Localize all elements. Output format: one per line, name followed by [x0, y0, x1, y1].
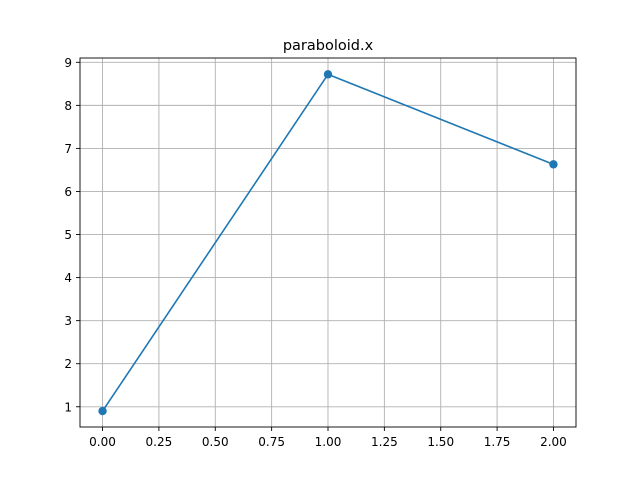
chart-title: paraboloid.x [283, 38, 374, 54]
y-tick-label: 1 [64, 400, 72, 414]
x-tick-label: 1.00 [315, 435, 342, 449]
y-tick-label: 8 [64, 99, 72, 113]
y-tick-label: 7 [64, 142, 72, 156]
x-tick-label: 1.50 [427, 435, 454, 449]
x-tick-label: 2.00 [540, 435, 567, 449]
y-tick-label: 3 [64, 314, 72, 328]
data-point [549, 160, 558, 169]
y-tick-label: 2 [64, 357, 72, 371]
x-tick-label: 0.25 [146, 435, 173, 449]
x-tick-label: 0.00 [89, 435, 116, 449]
series [98, 70, 558, 416]
y-tick-label: 9 [64, 56, 72, 70]
y-tick-label: 6 [64, 185, 72, 199]
x-tick-label: 1.25 [371, 435, 398, 449]
y-tick-label: 4 [64, 271, 72, 285]
x-tick-label: 1.75 [484, 435, 511, 449]
axis-ticks: 0.00 0.25 0.50 0.75 1.00 1.25 1.50 1.75 2.00 1 2 3 4… [64, 56, 566, 449]
grid-lines [80, 58, 576, 427]
y-tick-label: 5 [64, 228, 72, 242]
data-point [98, 406, 107, 416]
x-tick-label: 0.50 [202, 435, 229, 449]
x-tick-label: 0.75 [258, 435, 285, 449]
data-point [323, 70, 333, 79]
plot-frame [79, 57, 577, 428]
